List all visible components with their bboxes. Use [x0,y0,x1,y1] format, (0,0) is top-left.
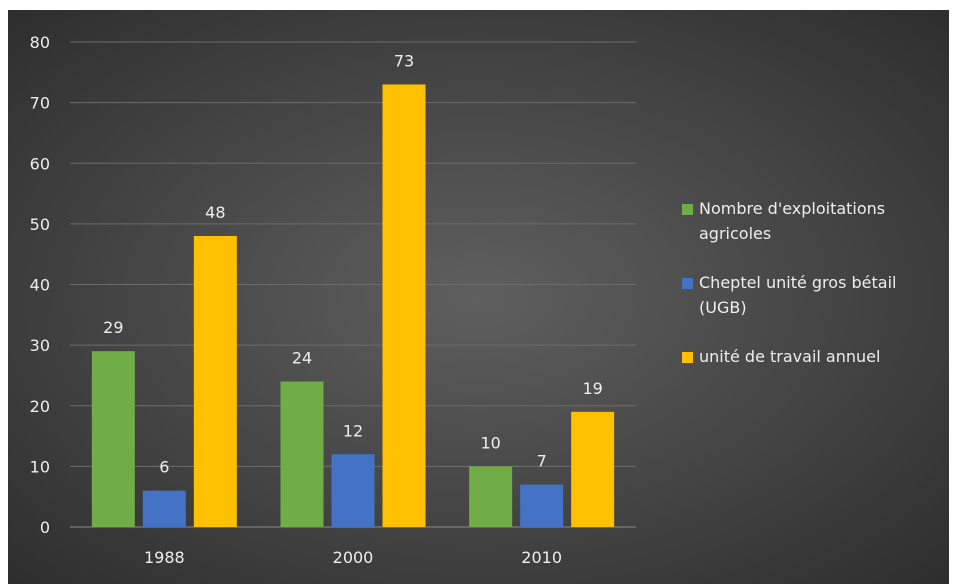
bar [520,484,564,527]
y-tick-label: 20 [30,397,50,416]
bar [382,84,426,527]
legend-swatch [682,278,693,289]
data-label: 73 [394,51,414,70]
legend-label: unité de travail annuel [699,347,880,366]
data-label: 19 [582,379,602,398]
bar [280,381,324,527]
bar [91,351,135,527]
data-label: 29 [103,318,123,337]
legend-label: Cheptel unité gros bétail [699,273,896,292]
legend-label: Nombre d'exploitations [699,199,885,218]
data-label: 48 [205,203,225,222]
x-tick-label: 2010 [521,548,562,567]
x-tick-label: 1988 [144,548,185,567]
y-tick-label: 10 [30,457,50,476]
bar [331,454,375,527]
data-label: 10 [480,433,500,452]
data-label: 12 [343,421,363,440]
bar [142,490,186,527]
data-label: 7 [537,452,547,471]
legend-swatch [682,352,693,363]
data-label: 24 [292,349,312,368]
data-label: 6 [159,458,169,477]
x-tick-label: 2000 [333,548,374,567]
y-tick-label: 70 [30,94,50,113]
legend-label: agricoles [699,224,771,243]
y-tick-label: 80 [30,33,50,52]
bar [469,466,513,527]
y-tick-label: 30 [30,336,50,355]
bar [193,236,237,527]
y-tick-label: 60 [30,154,50,173]
bar-chart: 0 10 20 30 40 50 60 70 80 29 6 48 1988 24 12 73 2000 10 7 1… [8,10,949,584]
legend-swatch [682,204,693,215]
legend-label: (UGB) [699,298,747,317]
chart-container: 0 10 20 30 40 50 60 70 80 29 6 48 1988 24 12 73 2000 10 7 1… [8,10,949,584]
y-tick-label: 0 [40,518,50,537]
y-tick-label: 50 [30,215,50,234]
y-tick-label: 40 [30,276,50,295]
bar [571,411,615,527]
